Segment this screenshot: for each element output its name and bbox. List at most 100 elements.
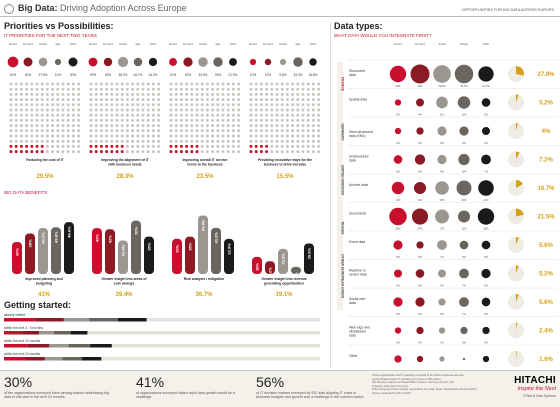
dot: [25, 150, 29, 154]
data-type-value: 2%: [484, 369, 488, 370]
dot: [254, 82, 258, 86]
dot: [110, 124, 114, 128]
dot: [270, 103, 274, 107]
country-label: Germany: [263, 42, 274, 46]
stat-1: 30% of the organizations surveyed have a…: [4, 374, 114, 400]
dot: [311, 82, 315, 86]
data-type-value: 24%: [417, 227, 423, 231]
dot: [89, 129, 93, 133]
dot: [19, 144, 23, 148]
dot: [146, 98, 150, 102]
dot: [205, 144, 209, 148]
data-type-value: 29.8%: [438, 84, 446, 88]
data-type-value: 2%: [396, 341, 400, 345]
dot: [280, 92, 284, 96]
dot: [195, 103, 199, 107]
data-type-value: 6%: [440, 141, 444, 145]
dot: [311, 144, 315, 148]
dot: [105, 98, 109, 102]
dot: [169, 144, 173, 148]
dot: [265, 134, 269, 138]
dot: [317, 134, 321, 138]
brand-tagline: Inspire the Next: [517, 386, 556, 392]
dot: [306, 124, 310, 128]
dot: [40, 103, 44, 107]
total-pie-slice: [516, 237, 519, 245]
dot: [25, 113, 29, 117]
data-type-label: Other: [349, 354, 358, 358]
data-type-circle: [433, 65, 451, 83]
data-type-label: data: [349, 159, 356, 163]
data-type-value: 40%: [417, 84, 423, 88]
dot: [131, 92, 135, 96]
dot: [99, 92, 103, 96]
dot: [30, 98, 34, 102]
dot: [190, 129, 194, 133]
dot: [120, 150, 124, 154]
dot: [221, 139, 225, 143]
dot: [19, 139, 23, 143]
dot: [185, 150, 189, 154]
data-type-circle: [439, 356, 445, 362]
dot: [301, 87, 305, 91]
data-type-circle: [414, 154, 426, 165]
dot: [45, 98, 49, 102]
dot: [179, 124, 183, 128]
dot: [115, 82, 119, 86]
dot: [317, 118, 321, 122]
dot: [291, 144, 295, 148]
priority-value: 10%: [250, 73, 257, 77]
vertical-divider: [330, 22, 331, 368]
dot: [296, 82, 300, 86]
dot: [237, 118, 241, 122]
dot: [301, 113, 305, 117]
benefit-bar: [12, 242, 22, 274]
dot: [136, 113, 140, 117]
dot: [200, 124, 204, 128]
dot: [61, 82, 65, 86]
data-type-value: 17%: [439, 227, 445, 231]
dot: [190, 144, 194, 148]
dot: [71, 129, 75, 133]
dot: [77, 92, 81, 96]
dot: [280, 150, 284, 154]
benefit-bar-label: 54.9%: [200, 219, 205, 231]
dot: [296, 113, 300, 117]
priority-value: 33.3%: [293, 73, 302, 77]
dot: [157, 150, 161, 154]
benefit-bar-label: 43.3%: [213, 232, 218, 244]
dot: [9, 124, 13, 128]
benefit-bar: [92, 228, 102, 274]
priority-circle: [309, 58, 317, 66]
dot: [157, 92, 161, 96]
dot: [141, 98, 145, 102]
dot: [94, 87, 98, 91]
dot: [45, 139, 49, 143]
dot: [231, 92, 235, 96]
dot: [71, 139, 75, 143]
getting-started-row: within the next 3 - 6 months: [4, 326, 320, 335]
dot: [306, 98, 310, 102]
dot: [94, 108, 98, 112]
dot: [174, 98, 178, 102]
dot: [35, 124, 39, 128]
dot: [115, 103, 119, 107]
dot: [71, 82, 75, 86]
getting-started-label: within the next 3 - 6 months: [4, 326, 43, 330]
dot: [190, 118, 194, 122]
dot: [296, 124, 300, 128]
dot-grid: [9, 82, 81, 154]
dot: [237, 98, 241, 102]
dot: [174, 113, 178, 117]
dot: [195, 82, 199, 86]
data-type-circle: [478, 180, 494, 196]
dot: [25, 139, 29, 143]
dot: [51, 139, 55, 143]
dot: [51, 82, 55, 86]
dot: [120, 92, 124, 96]
dot: [151, 98, 155, 102]
dot: [141, 124, 145, 128]
dot: [66, 144, 70, 148]
dot: [311, 118, 315, 122]
